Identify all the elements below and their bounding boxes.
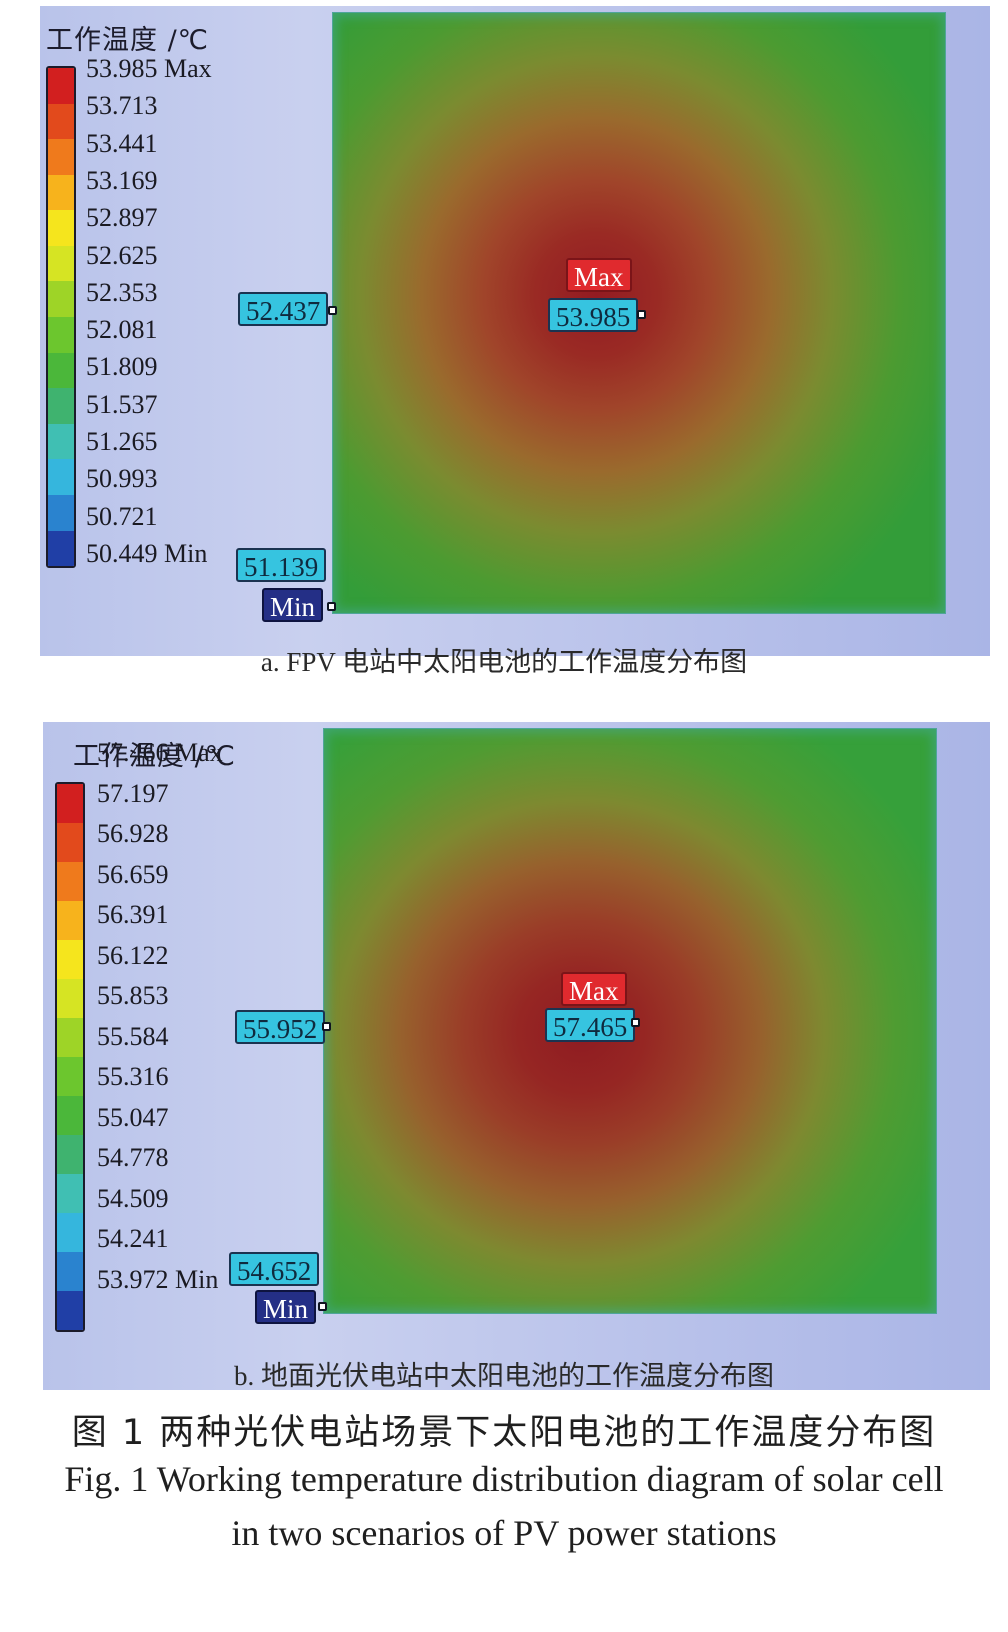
legend-label: 56.659 [97,859,169,889]
probe-left-bottom: 51.139 [236,548,327,582]
legend-label: 50.721 [86,501,158,531]
legend-label: 54.509 [97,1183,169,1213]
legend-label: 50.993 [86,464,158,494]
max-marker [637,310,646,319]
legend-label: 52.897 [86,203,158,233]
legend-label: 53.441 [86,128,158,158]
subcaption-b: b. 地面光伏电站中太阳电池的工作温度分布图 [234,1361,774,1391]
colorbar-swatch [57,940,83,979]
colorbar-swatch [48,103,74,140]
colorbar-swatch [48,423,74,460]
colorbar-swatch [57,979,83,1018]
min-tag: Min [255,1290,317,1324]
legend-title: 工作温度 /℃ [73,741,237,772]
legend-label: 56.391 [97,900,169,929]
legend-label: 53.985 Max [86,54,212,83]
colorbar-swatch [48,281,74,318]
legend-label: 55.853 [97,981,169,1010]
legend-label: 53.972 Min [97,1264,219,1294]
legend-label: 52.081 [86,315,158,345]
legend-label: 54.778 [97,1143,169,1172]
colorbar-swatch [48,245,74,282]
legend-label: 56.122 [97,940,169,970]
panel-b-temperature-map: 工作温度 /℃ 57.466 Max 57.197 56.928 56.659 56.3… [43,722,990,1390]
min-tag: Min [262,588,324,622]
colorbar-swatch [57,1057,83,1096]
colorbar-swatch [48,352,74,389]
legend-label: 55.584 [97,1021,169,1051]
legend-label: 53.713 [86,91,158,121]
colorbar-swatch [48,530,74,566]
legend-label: 57.197 [97,778,169,808]
colorbar-swatch [48,68,74,104]
probe-left-mid: 52.437 [238,292,329,326]
colorbar-swatch [57,784,83,823]
legend-label: 55.316 [97,1062,169,1091]
legend-label: 56.928 [97,819,169,848]
legend-label: 55.047 [97,1102,169,1132]
max-tag: Max [561,972,627,1006]
colorbar-swatch [57,862,83,901]
colorbar-swatch [48,459,74,495]
colorbar-swatch [57,1174,83,1213]
colorbar-swatch [48,494,74,531]
colorbar-swatch [57,1018,83,1057]
legend-label: 51.537 [86,389,158,419]
legend-label: 52.625 [86,240,158,270]
legend-colorbar [46,66,76,568]
probe-marker [328,306,337,315]
colorbar-swatch [57,823,83,862]
probe-marker [322,1022,331,1031]
legend-label: 53.169 [86,165,158,195]
legend-colorbar [55,782,85,1332]
legend-label: 51.265 [86,427,158,456]
legend-label: 51.809 [86,352,158,382]
probe-max-value: 53.985 [548,298,639,332]
colorbar-swatch [57,1135,83,1174]
colorbar-swatch [57,1096,83,1135]
figure-caption-cn: 图 1 两种光伏电站场景下太阳电池的工作温度分布图 [71,1413,937,1453]
legend-title: 工作温度 /℃ [46,25,210,56]
legend-label: 54.241 [97,1224,169,1253]
figure-caption-en-line1: Fig. 1 Working temperature distribution … [64,1459,944,1499]
probe-left-bottom: 54.652 [229,1252,320,1286]
colorbar-swatch [48,174,74,211]
max-tag: Max [566,258,632,292]
legend-label: 50.449 Min [86,538,208,568]
probe-left-mid: 55.952 [235,1010,326,1044]
colorbar-swatch [57,1291,83,1330]
colorbar-swatch [57,1213,83,1252]
colorbar-swatch [57,1252,83,1291]
subcaption-a: a. FPV 电站中太阳电池的工作温度分布图 [260,647,748,677]
legend-label: 57.466 Max [97,738,223,767]
panel-a-temperature-map: 工作温度 /℃ 53.985 Max 53.713 53.441 53.169 52.8… [40,6,990,656]
colorbar-swatch [48,210,74,246]
probe-max-value: 57.465 [545,1008,636,1042]
legend-label: 52.353 [86,277,158,307]
colorbar-swatch [48,388,74,424]
figure-caption-en-line2: in two scenarios of PV power stations [231,1513,777,1553]
colorbar-swatch [48,317,74,353]
max-marker [631,1018,640,1027]
min-marker [318,1302,327,1311]
min-marker [327,602,336,611]
colorbar-swatch [48,139,74,175]
colorbar-swatch [57,901,83,940]
